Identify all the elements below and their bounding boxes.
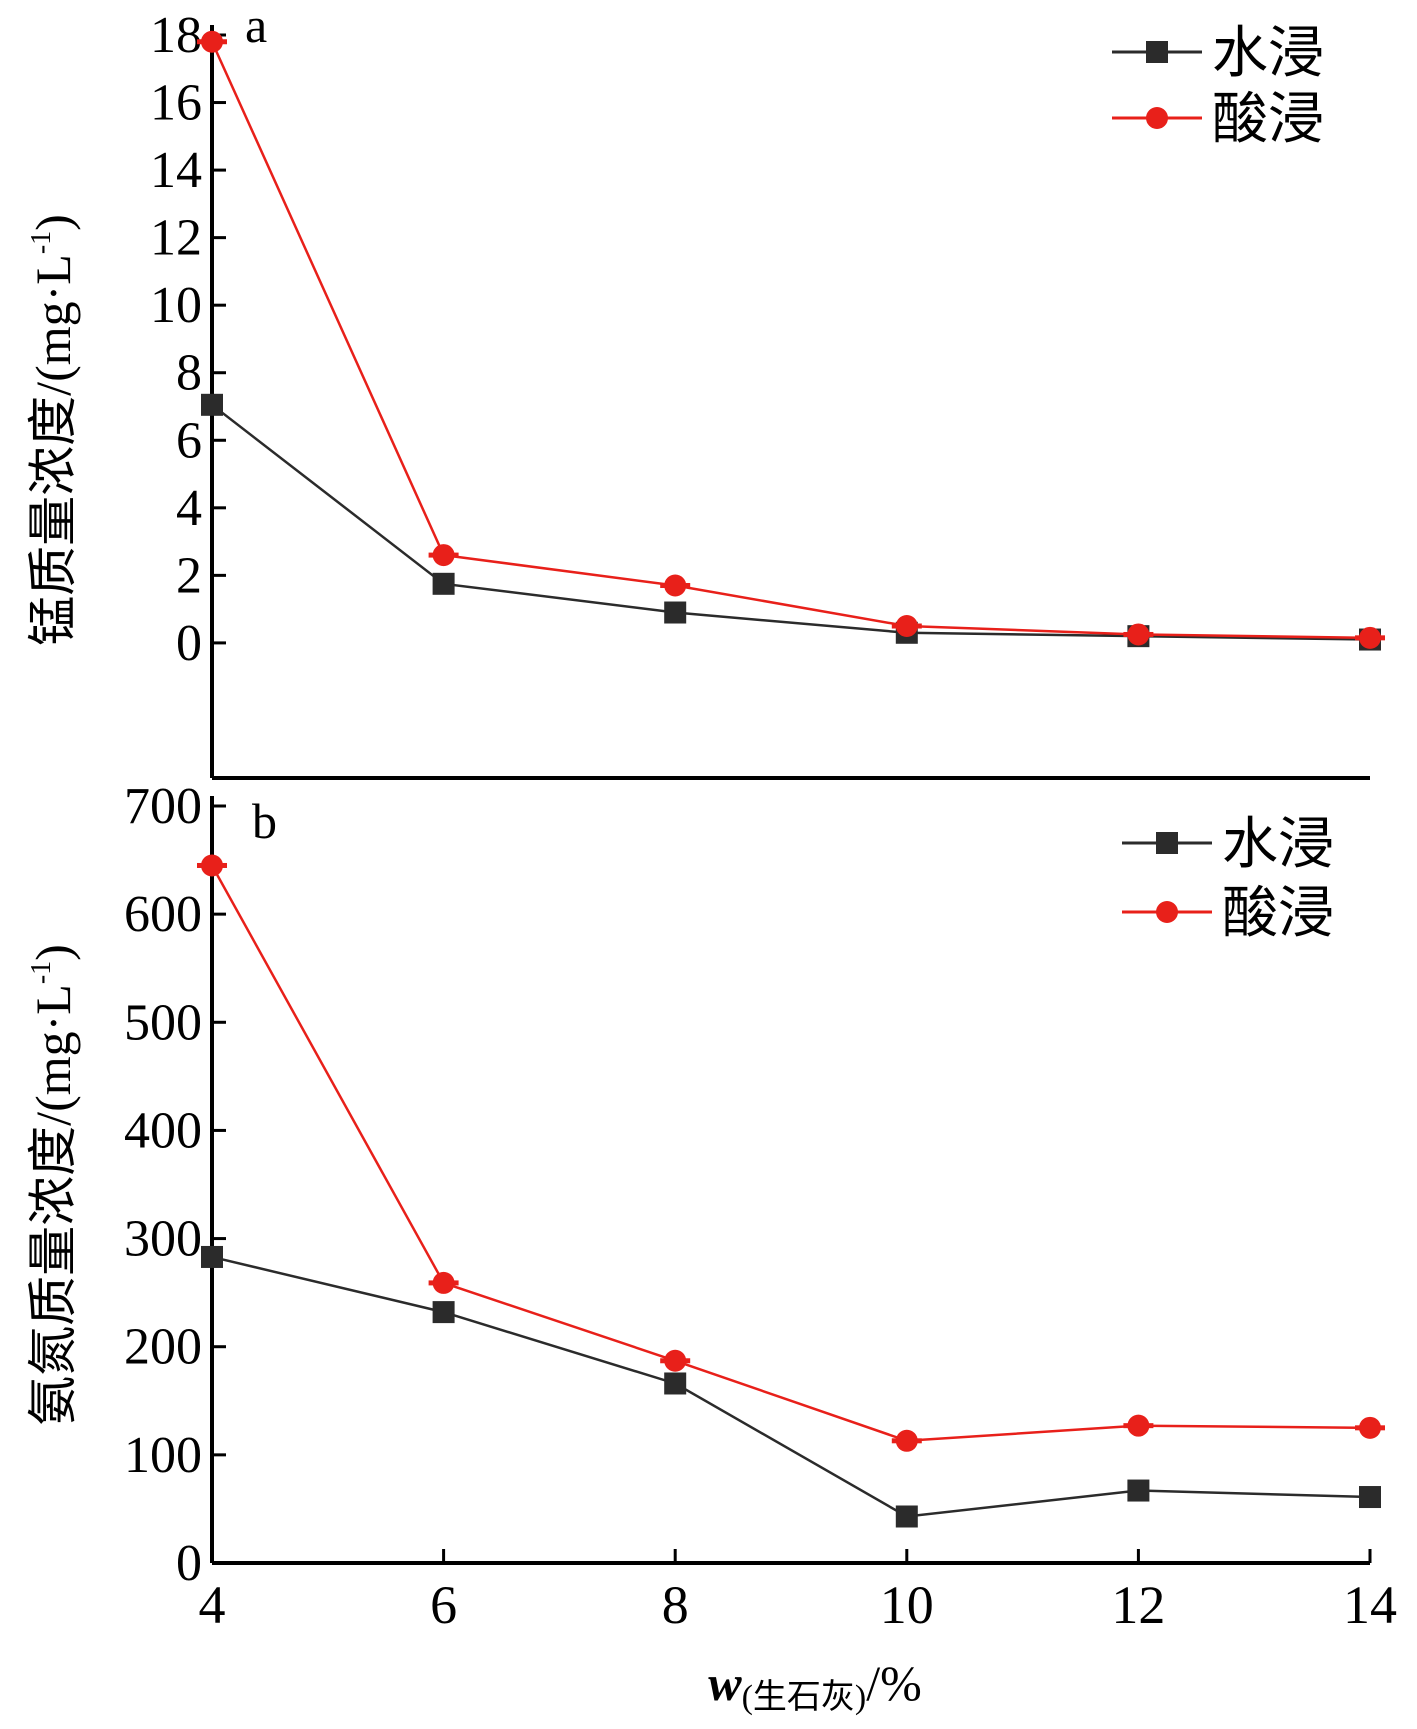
- data-point-acid-bar: [891, 623, 922, 629]
- legend-marker-acid: [1146, 107, 1168, 129]
- data-point-acid-bar: [428, 552, 459, 558]
- legend-label-acid: 酸浸: [1222, 883, 1334, 945]
- legend-marker-water: [1156, 832, 1178, 854]
- data-point-acid-bar: [1123, 631, 1154, 637]
- x-tick-label: 6: [430, 1575, 457, 1635]
- data-point-water: [1359, 1486, 1381, 1509]
- series-line-water: [211, 403, 1371, 641]
- panel-letter-a: a: [245, 0, 267, 53]
- y-tick-label: 500: [124, 994, 202, 1051]
- y-tick-label: 16: [150, 75, 202, 132]
- x-tick-label: 14: [1343, 1575, 1397, 1635]
- legend-marker-acid: [1156, 901, 1178, 923]
- series-line-acid: [210, 864, 1371, 1443]
- y-tick-label: 100: [124, 1427, 202, 1484]
- x-tick-label: 4: [199, 1575, 226, 1635]
- data-point-acid-bar: [660, 1358, 691, 1364]
- data-point-acid-bar: [428, 1280, 459, 1286]
- y-axis-label-a: 锰质量浓度/(mg·L-1): [25, 214, 81, 646]
- y-tick-label: 4: [176, 480, 202, 537]
- y-tick-label: 6: [176, 412, 202, 469]
- y-tick-label: 2: [176, 547, 202, 604]
- data-point-acid-bar: [197, 39, 227, 45]
- y-tick-label: 600: [124, 886, 202, 943]
- y-tick-label: 14: [150, 142, 202, 199]
- data-point-acid-bar: [1123, 1423, 1154, 1429]
- data-point-water: [895, 1505, 918, 1528]
- y-tick-label: 10: [150, 277, 202, 334]
- legend-marker-water: [1146, 41, 1168, 63]
- y-tick-label: 18: [150, 7, 202, 64]
- data-point-water: [1127, 1479, 1150, 1502]
- data-point-acid-bar: [891, 1438, 922, 1444]
- y-tick-label: 200: [124, 1319, 202, 1376]
- legend-label-acid: 酸浸: [1212, 89, 1324, 151]
- panel-letter-b: b: [252, 793, 277, 849]
- data-point-water: [664, 1372, 687, 1395]
- data-point-water: [664, 601, 687, 624]
- series-line-acid: [210, 41, 1371, 640]
- data-point-acid-bar: [1355, 1425, 1385, 1431]
- data-point-acid-bar: [1355, 635, 1385, 641]
- data-point-water: [432, 572, 455, 595]
- legend-label-water: 水浸: [1222, 814, 1334, 876]
- data-point-water: [201, 393, 223, 416]
- y-tick-label: 8: [176, 345, 202, 402]
- y-axis-label-b: 氨氮质量浓度/(mg·L-1): [25, 944, 81, 1426]
- data-point-water: [201, 1245, 223, 1268]
- y-tick-label: 700: [124, 778, 202, 835]
- panel-b: 0 100 200 300 400 500 600 700 b 氨氮质量浓度/(mg·L-1) 水浸…: [25, 778, 1385, 1592]
- y-tick-label: 0: [176, 1535, 202, 1592]
- data-point-water: [432, 1301, 455, 1324]
- x-axis-label: w(生石灰)/%: [708, 1655, 922, 1716]
- data-point-acid-bar: [660, 582, 691, 588]
- data-point-acid-bar: [197, 862, 227, 868]
- x-tick-label: 10: [880, 1575, 934, 1635]
- y-tick-label: 12: [150, 210, 202, 267]
- legend-label-water: 水浸: [1212, 23, 1324, 85]
- x-tick-label: 12: [1111, 1575, 1165, 1635]
- y-tick-label: 0: [176, 615, 202, 672]
- y-tick-label: 400: [124, 1102, 202, 1159]
- x-tick-label: 8: [662, 1575, 689, 1635]
- y-tick-label: 300: [124, 1211, 202, 1268]
- series-line-water: [211, 1255, 1371, 1518]
